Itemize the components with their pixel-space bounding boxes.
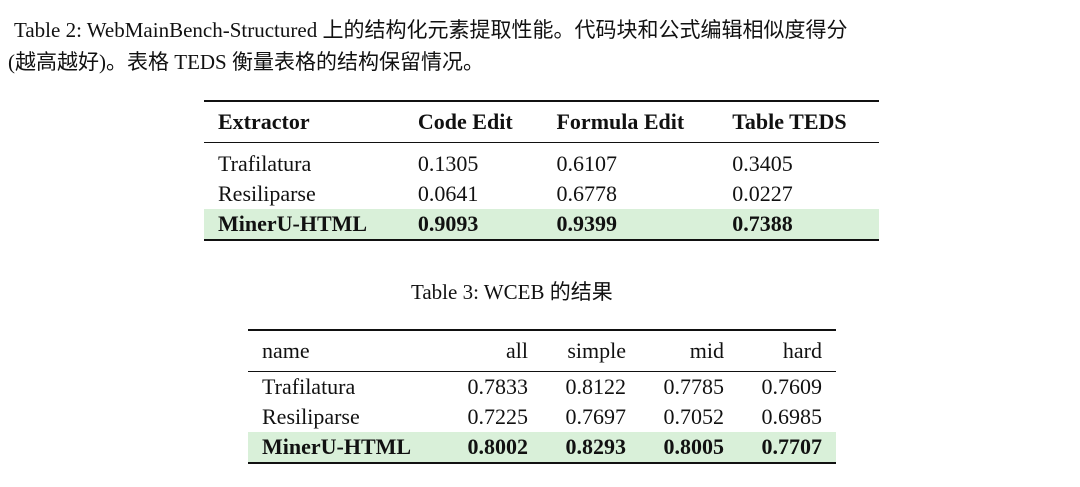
table-row: Resiliparse 0.7225 0.7697 0.7052 0.6985: [248, 402, 836, 432]
header-cell: Extractor: [204, 101, 404, 143]
header-cell: name: [248, 330, 445, 372]
table3-caption: Table 3: WCEB 的结果: [411, 280, 613, 304]
cell: 0.7697: [565, 404, 627, 429]
table2-caption-line1: Table 2: WebMainBench-Structured 上的结构化元素…: [14, 18, 848, 42]
cell: MinerU-HTML: [204, 209, 404, 240]
table-row: Trafilatura 0.1305 0.6107 0.3405: [204, 143, 879, 180]
cell: 0.8002: [444, 432, 543, 463]
cell: 0.7225: [467, 404, 529, 429]
table-row-highlighted: MinerU-HTML 0.9093 0.9399 0.7388: [204, 209, 879, 240]
cell: 0.6778: [556, 181, 617, 206]
cell: 0.3405: [732, 151, 793, 176]
cell: 0.7707: [737, 432, 836, 463]
cell: 0.0227: [732, 181, 793, 206]
cell: 0.9399: [542, 209, 719, 240]
cell: 0.7785: [663, 374, 724, 399]
header-cell: Code Edit: [403, 101, 543, 143]
table3: name all simple mid hard Trafilatura 0.78…: [248, 329, 836, 464]
cell: 0.8293: [542, 432, 640, 463]
cell: Resiliparse: [262, 404, 360, 429]
header-cell: mid: [640, 330, 738, 372]
table2-caption-line2: (越高越好)。表格 TEDS 衡量表格的结构保留情况。: [8, 50, 484, 74]
cell: 0.7052: [663, 404, 724, 429]
table-row-highlighted: MinerU-HTML 0.8002 0.8293 0.8005 0.7707: [248, 432, 836, 463]
cell: Trafilatura: [218, 151, 312, 176]
table-header: name all simple mid hard: [248, 330, 836, 372]
cell: 0.1305: [417, 151, 479, 176]
table2: Extractor Code Edit Formula Edit Table T…: [204, 100, 879, 241]
cell: Trafilatura: [262, 374, 356, 399]
cell: 0.8005: [640, 432, 738, 463]
header-cell: hard: [737, 330, 836, 372]
cell: 0.9093: [403, 209, 543, 240]
header-cell: Table TEDS: [718, 101, 879, 143]
header-cell: simple: [542, 330, 640, 372]
cell: 0.6985: [761, 404, 823, 429]
header-cell: Formula Edit: [542, 101, 719, 143]
cell: MinerU-HTML: [248, 432, 445, 463]
cell: 0.7388: [718, 209, 879, 240]
cell: 0.6107: [556, 151, 617, 176]
cell: Resiliparse: [218, 181, 316, 206]
table-row: Resiliparse 0.0641 0.6778 0.0227: [204, 179, 879, 209]
cell: 0.8122: [565, 374, 627, 399]
table-row: Trafilatura 0.7833 0.8122 0.7785 0.7609: [248, 372, 836, 403]
header-cell: all: [444, 330, 543, 372]
cell: 0.7833: [467, 374, 529, 399]
table-header: Extractor Code Edit Formula Edit Table T…: [204, 101, 879, 143]
cell: 0.7609: [761, 374, 823, 399]
cell: 0.0641: [417, 181, 479, 206]
